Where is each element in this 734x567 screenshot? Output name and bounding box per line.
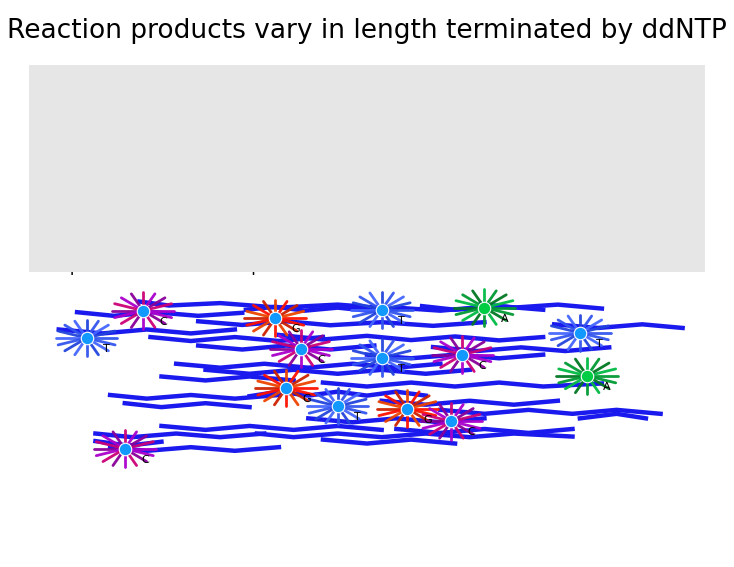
Text: C: C — [479, 361, 487, 371]
Text: G: G — [424, 414, 432, 425]
Text: C: C — [141, 455, 149, 465]
Text: all four labelled dideoxy nucleotides are present in the reaction: all four labelled dideoxy nucleotides ar… — [95, 185, 606, 200]
Text: C: C — [468, 428, 476, 438]
Text: C: C — [159, 317, 167, 327]
Text: the: the — [532, 185, 564, 200]
Text: T: T — [103, 344, 109, 354]
Text: •Since: •Since — [46, 185, 104, 200]
Text: A: A — [501, 314, 508, 324]
Text: Reaction products vary in length terminated by ddNTP: Reaction products vary in length termina… — [7, 18, 727, 44]
Text: T: T — [354, 412, 360, 422]
Text: within the sequence where a “Cytosine” occurs: within the sequence where a “Cytosine” o… — [46, 128, 427, 142]
Text: G: G — [291, 324, 300, 335]
Text: C: C — [317, 355, 325, 365]
Text: represent all positions: represent all positions — [434, 90, 612, 105]
Text: T: T — [596, 339, 603, 349]
Text: sequence from the same point to the end.: sequence from the same point to the end. — [46, 260, 386, 275]
Text: •Products where a ddCTP is incorporated therefore: •Products where a ddCTP is incorporated … — [46, 90, 461, 105]
Text: population of molecules produced represent all possible positions in the: population of molecules produced represe… — [46, 222, 625, 238]
Text: T: T — [398, 364, 404, 374]
Text: A: A — [603, 382, 611, 392]
Text: T: T — [398, 316, 404, 326]
Text: G: G — [302, 394, 311, 404]
